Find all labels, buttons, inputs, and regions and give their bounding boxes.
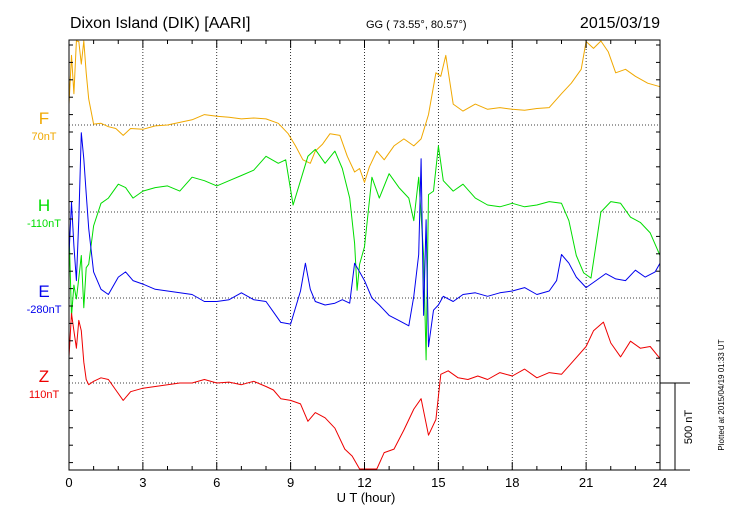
station-title: Dixon Island (DIK) [AARI]: [70, 15, 251, 32]
plotted-timestamp: Plotted at 2015/04/19 01:33 UT: [717, 339, 726, 450]
x-tick-label: 3: [139, 475, 146, 490]
series-lines: [68, 40, 661, 470]
series-line-f: [68, 40, 661, 183]
x-tick-label: 0: [65, 475, 72, 490]
series-line-e: [68, 132, 661, 348]
frame: [68, 39, 661, 471]
series-line-h: [68, 145, 661, 361]
series-name-e: E: [38, 282, 49, 301]
x-axis-tick-labels: 0 3 6 9 12 15 18 21 24: [65, 475, 667, 490]
x-axis-ticks: [68, 40, 661, 470]
scale-bar: 500 nT: [660, 382, 695, 471]
x-tick-label: 9: [287, 475, 294, 490]
series-name-h: H: [38, 196, 50, 215]
series-offset-h: -110nT: [27, 218, 61, 230]
x-tick-label: 24: [653, 475, 667, 490]
grid: [69, 40, 660, 470]
series-line-z: [68, 312, 661, 470]
x-tick-label: 15: [431, 475, 445, 490]
series-offset-e: -280nT: [27, 304, 62, 316]
series-labels: F 70nT H -110nT E -280nT Z 110nT: [27, 109, 62, 401]
x-tick-label: 18: [505, 475, 519, 490]
scale-bar-label: 500 nT: [683, 410, 695, 445]
x-axis-label: U T (hour): [337, 490, 396, 505]
series-offset-f: 70nT: [31, 131, 56, 143]
series-name-z: Z: [39, 367, 49, 386]
station-coordinates: GG ( 73.55°, 80.57°): [366, 19, 467, 31]
series-offset-z: 110nT: [29, 389, 60, 401]
x-tick-label: 6: [213, 475, 220, 490]
series-name-f: F: [39, 109, 49, 128]
plot-frame: [68, 39, 661, 471]
plot-date: 2015/03/19: [580, 15, 660, 32]
x-tick-label: 21: [579, 475, 593, 490]
x-tick-label: 12: [357, 475, 371, 490]
